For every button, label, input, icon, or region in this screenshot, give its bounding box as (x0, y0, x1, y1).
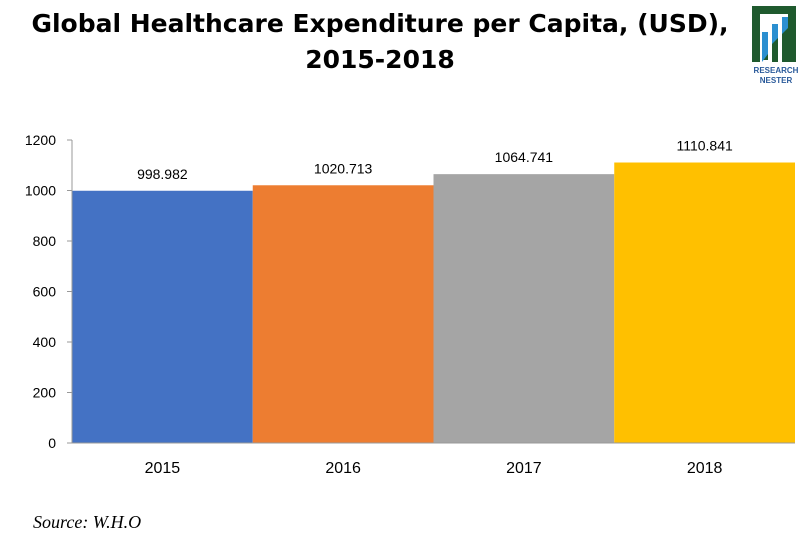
chart-title: Global Healthcare Expenditure per Capita… (0, 6, 760, 78)
x-tick-label-2017: 2017 (506, 460, 542, 477)
y-tick-label-200: 200 (33, 385, 57, 401)
bar-2017 (433, 174, 615, 443)
data-label-2018: 1110.841 (676, 138, 733, 154)
source-note: Source: W.H.O (33, 512, 142, 532)
x-tick-label-2018: 2018 (687, 460, 723, 477)
y-tick-label-800: 800 (33, 233, 57, 249)
title-line-2: 2015-2018 (305, 45, 455, 74)
data-label-2017: 1064.741 (495, 149, 554, 165)
research-nester-logo: RESEARCH NESTER (752, 6, 799, 85)
bar-2016 (252, 185, 434, 444)
y-tick-label-0: 0 (48, 435, 56, 451)
data-label-2015: 998.982 (137, 166, 188, 182)
y-tick-label-600: 600 (33, 284, 57, 300)
y-tick-label-1000: 1000 (25, 183, 56, 199)
title-line-1: Global Healthcare Expenditure per Capita… (31, 9, 729, 38)
bar-2018 (614, 162, 795, 444)
logo-text-1: RESEARCH (754, 66, 799, 75)
bar-2015 (72, 190, 253, 443)
logo-text-2: NESTER (760, 76, 793, 85)
x-tick-label-2016: 2016 (325, 460, 361, 477)
x-tick-label-2015: 2015 (145, 460, 181, 477)
y-tick-label-1200: 1200 (25, 132, 56, 148)
data-label-2016: 1020.713 (314, 160, 373, 176)
y-tick-label-400: 400 (33, 334, 57, 350)
